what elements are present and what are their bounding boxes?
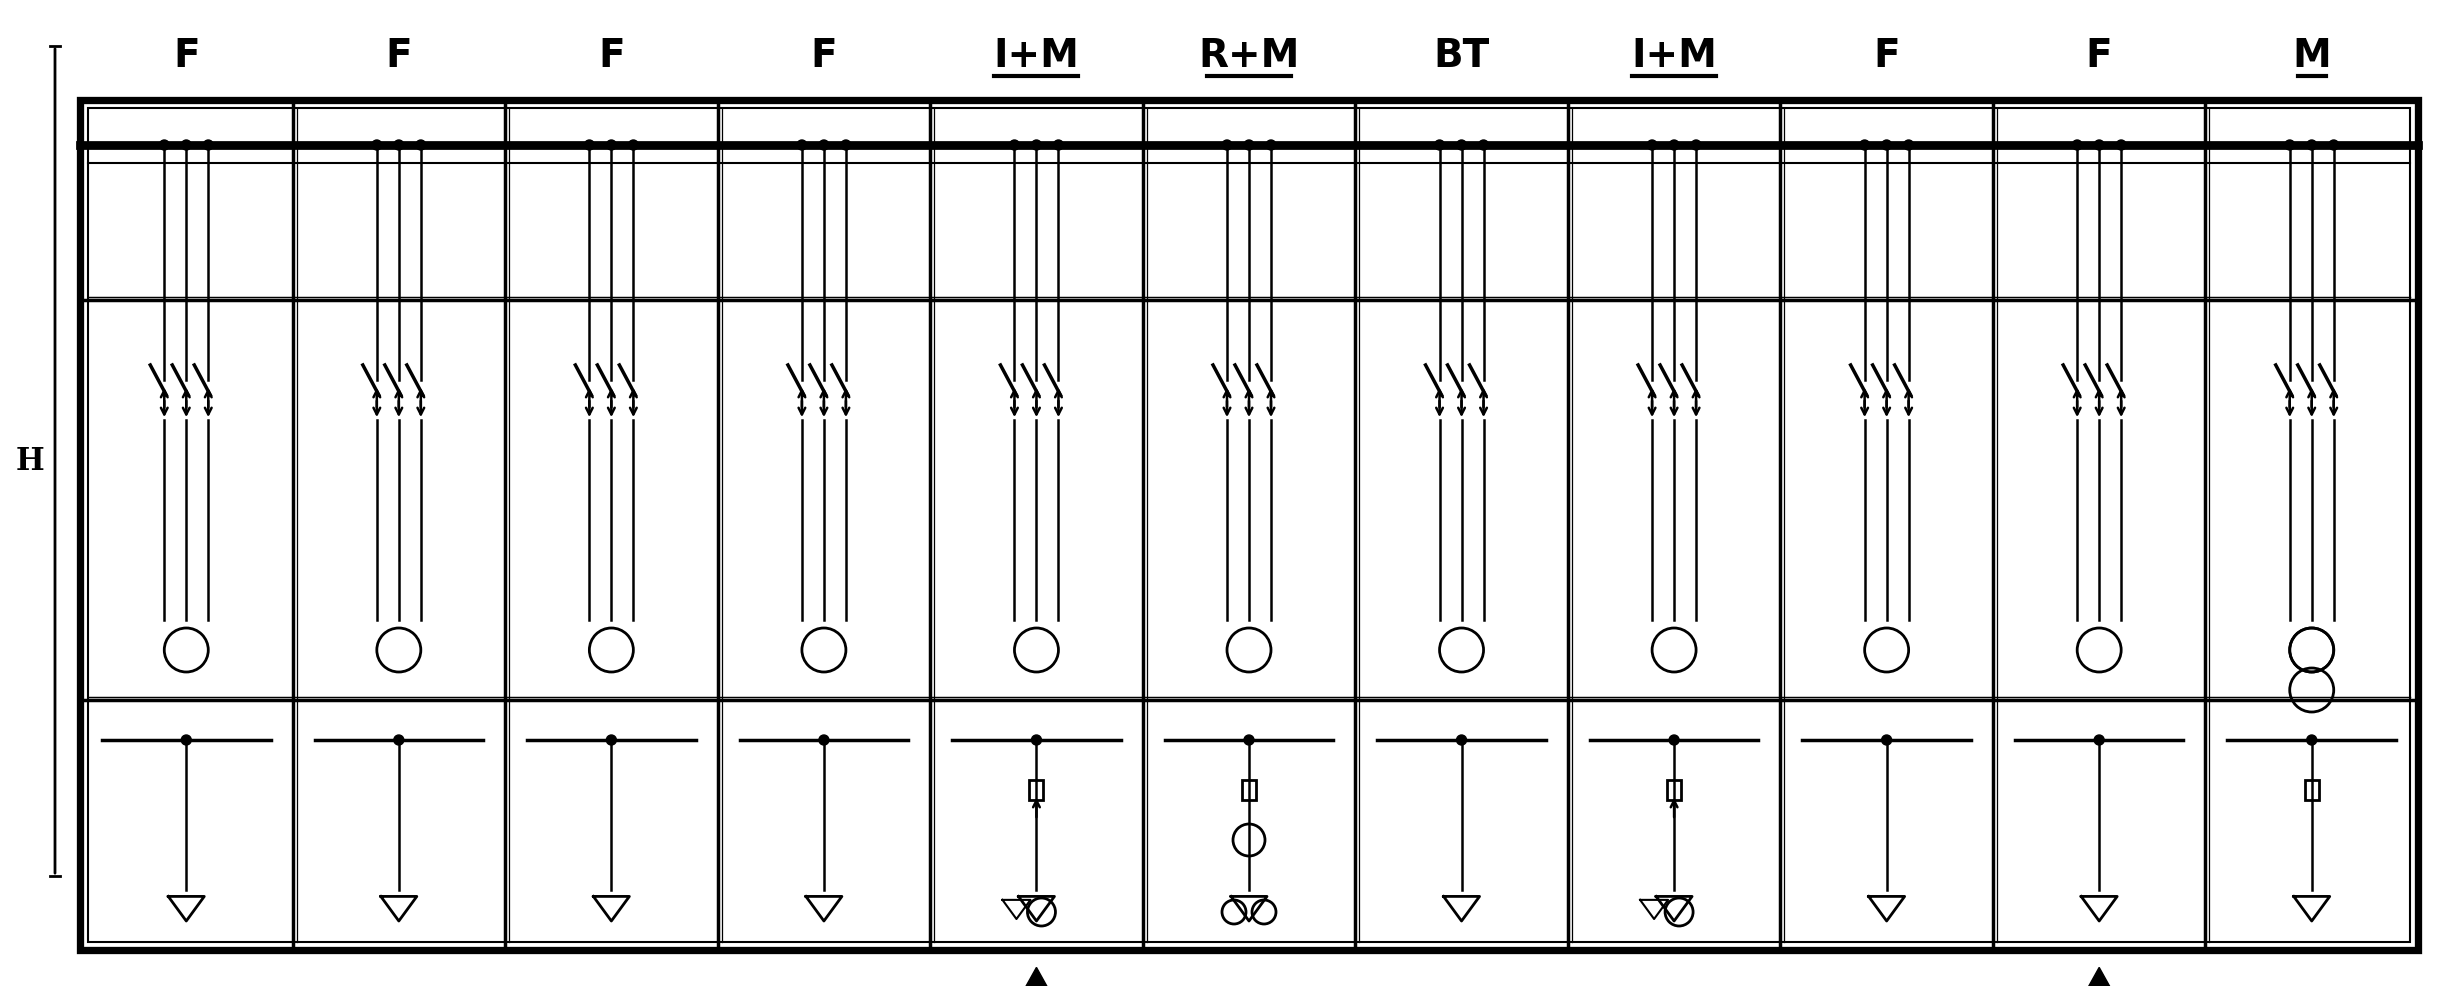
Text: H: H: [15, 446, 44, 476]
Circle shape: [1479, 140, 1488, 150]
Circle shape: [585, 140, 595, 150]
Circle shape: [372, 140, 382, 150]
Text: F: F: [384, 37, 411, 75]
Text: R+M: R+M: [1200, 37, 1300, 75]
Circle shape: [416, 140, 426, 150]
Circle shape: [1244, 735, 1253, 745]
Circle shape: [1266, 140, 1275, 150]
Circle shape: [2071, 140, 2083, 150]
Circle shape: [1031, 140, 1040, 150]
Circle shape: [1670, 735, 1679, 745]
Circle shape: [1692, 140, 1701, 150]
Circle shape: [1009, 140, 1018, 150]
Circle shape: [1435, 140, 1444, 150]
Circle shape: [159, 140, 169, 150]
Bar: [2304, 780, 2318, 800]
Text: BT: BT: [1435, 37, 1491, 75]
Circle shape: [2093, 140, 2105, 150]
Bar: [81, 100, 2419, 950]
Circle shape: [607, 735, 617, 745]
Bar: [88, 108, 2409, 942]
Circle shape: [820, 735, 830, 745]
Circle shape: [2306, 735, 2316, 745]
Circle shape: [203, 140, 213, 150]
Text: F: F: [597, 37, 624, 75]
Text: F: F: [1873, 37, 1900, 75]
Circle shape: [181, 140, 191, 150]
Circle shape: [1905, 140, 1914, 150]
Circle shape: [1670, 140, 1679, 150]
Circle shape: [1457, 735, 1466, 745]
Circle shape: [1053, 140, 1062, 150]
Circle shape: [1222, 140, 1231, 150]
Circle shape: [1860, 140, 1870, 150]
Circle shape: [1883, 735, 1892, 745]
Circle shape: [2115, 140, 2127, 150]
Text: F: F: [174, 37, 201, 75]
Text: F: F: [2086, 37, 2113, 75]
Text: M: M: [2291, 37, 2330, 75]
Polygon shape: [1013, 967, 1058, 986]
Bar: [1241, 780, 1256, 800]
Text: I+M: I+M: [1630, 37, 1716, 75]
Circle shape: [1457, 140, 1466, 150]
Circle shape: [820, 140, 830, 150]
Polygon shape: [2078, 967, 2120, 986]
Circle shape: [2306, 140, 2316, 150]
Circle shape: [1883, 140, 1892, 150]
Circle shape: [2093, 735, 2105, 745]
Circle shape: [798, 140, 808, 150]
Circle shape: [1031, 735, 1040, 745]
Circle shape: [181, 735, 191, 745]
Text: I+M: I+M: [994, 37, 1080, 75]
Bar: [1031, 780, 1043, 800]
Circle shape: [629, 140, 639, 150]
Circle shape: [842, 140, 852, 150]
Text: F: F: [810, 37, 837, 75]
Bar: [1667, 780, 1682, 800]
Circle shape: [2284, 140, 2294, 150]
Circle shape: [607, 140, 617, 150]
Circle shape: [1244, 140, 1253, 150]
Circle shape: [2328, 140, 2338, 150]
Circle shape: [1648, 140, 1657, 150]
Circle shape: [394, 735, 404, 745]
Circle shape: [394, 140, 404, 150]
